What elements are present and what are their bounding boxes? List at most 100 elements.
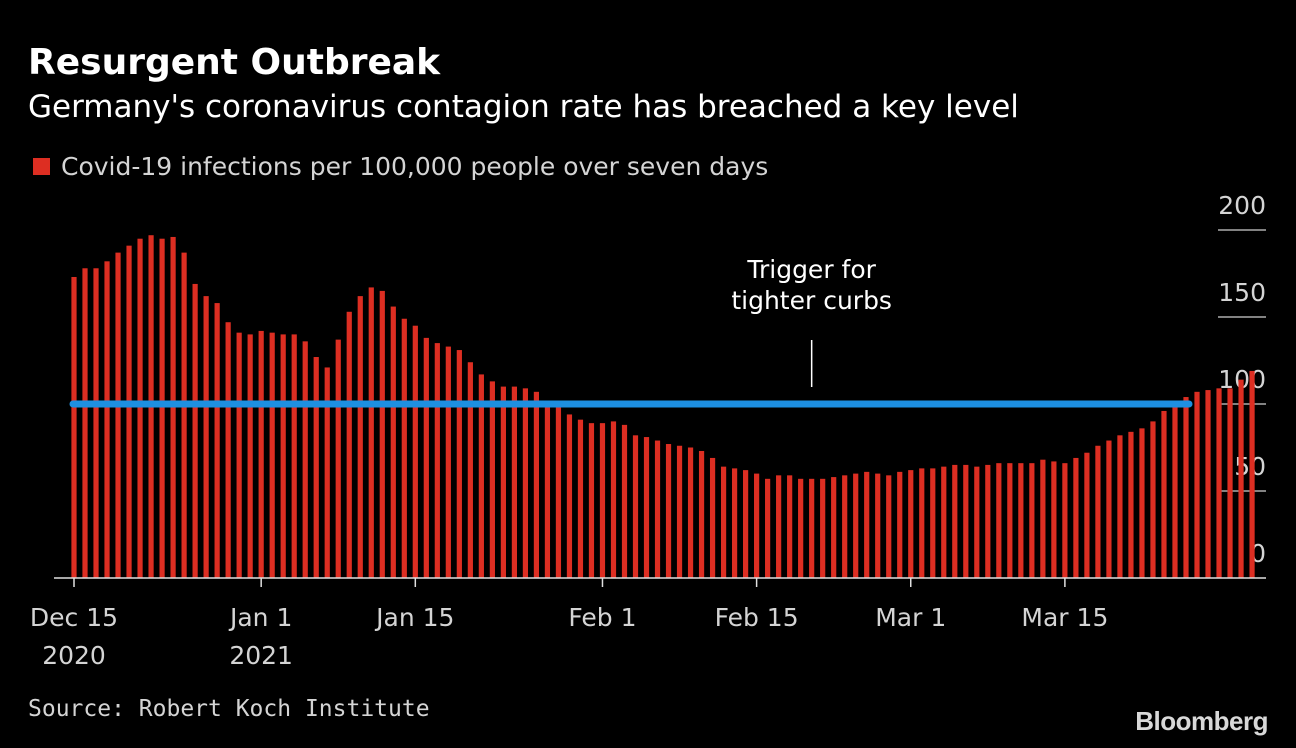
legend-swatch xyxy=(33,158,50,175)
annotation-text-line1: Trigger for xyxy=(746,255,876,284)
bar xyxy=(511,386,517,578)
bar xyxy=(445,346,451,578)
bar xyxy=(522,388,529,578)
bar xyxy=(104,261,110,578)
bar xyxy=(941,466,947,578)
bar xyxy=(654,440,661,578)
bar xyxy=(963,464,969,578)
bar xyxy=(1150,421,1156,578)
bar xyxy=(996,463,1002,578)
bar xyxy=(1117,435,1123,578)
bar xyxy=(776,475,782,578)
bar xyxy=(181,252,187,578)
bar xyxy=(599,423,606,578)
y-tick-label: 150 xyxy=(1218,278,1266,307)
bar xyxy=(555,407,562,578)
bar xyxy=(291,334,297,578)
bar xyxy=(214,303,220,578)
bar xyxy=(489,381,495,578)
bar xyxy=(1183,397,1189,578)
bar xyxy=(864,471,870,578)
bar xyxy=(919,468,925,578)
bar xyxy=(412,325,418,578)
bar xyxy=(126,245,132,578)
bar xyxy=(842,475,848,578)
bar xyxy=(434,343,440,578)
bar xyxy=(1172,404,1178,578)
bar xyxy=(853,473,859,578)
bar xyxy=(192,283,198,578)
bloomberg-logo: Bloomberg xyxy=(1135,706,1268,736)
bar xyxy=(423,337,429,578)
x-axis: Dec 15 2020 Jan 1 2021 Jan 15 Feb 1 Feb 15 Mar … xyxy=(30,577,1266,670)
threshold-group: Trigger for tighter curbs xyxy=(69,255,1193,408)
bar xyxy=(544,404,551,578)
bar xyxy=(115,252,121,578)
bar xyxy=(533,391,540,578)
bar xyxy=(302,341,308,578)
bar xyxy=(159,238,165,578)
bar xyxy=(831,477,837,578)
bar xyxy=(676,445,683,578)
bar xyxy=(401,318,407,578)
bar xyxy=(357,296,363,578)
bar xyxy=(897,471,903,578)
bar xyxy=(335,339,341,578)
bar xyxy=(280,334,286,578)
bar xyxy=(610,421,617,578)
bar xyxy=(1139,428,1145,578)
bar xyxy=(985,464,991,578)
bar xyxy=(137,238,143,578)
bar xyxy=(1128,431,1134,578)
bar xyxy=(1029,463,1035,578)
bar xyxy=(1051,461,1057,578)
bar xyxy=(709,457,716,578)
bar xyxy=(1095,445,1101,578)
bar xyxy=(379,290,385,578)
x-tick-sublabel: 2021 xyxy=(229,641,293,670)
bar xyxy=(820,478,826,578)
bar xyxy=(1062,463,1068,578)
bar xyxy=(1249,370,1255,578)
bar xyxy=(1161,410,1167,578)
bar xyxy=(236,332,242,578)
annotation-text-line2: tighter curbs xyxy=(731,286,892,315)
bar xyxy=(93,268,99,578)
bar xyxy=(269,332,275,578)
bar xyxy=(908,470,914,578)
bar xyxy=(346,311,352,578)
bar xyxy=(731,468,738,578)
bar xyxy=(1106,440,1112,578)
bars xyxy=(71,235,1255,578)
x-tick-label: Jan 1 xyxy=(228,603,292,632)
x-tick-label: Feb 15 xyxy=(715,603,799,632)
bar xyxy=(1216,388,1222,578)
bar xyxy=(588,423,595,578)
bar xyxy=(952,464,958,578)
bar xyxy=(1073,457,1079,578)
bar xyxy=(1194,391,1200,578)
bar xyxy=(765,478,771,578)
y-tick-label: 200 xyxy=(1218,191,1266,220)
source-note: Source: Robert Koch Institute xyxy=(28,696,430,722)
bar xyxy=(324,367,330,578)
chart-title: Resurgent Outbreak xyxy=(28,42,441,83)
bar xyxy=(1084,452,1090,578)
bar xyxy=(1238,379,1244,578)
bar xyxy=(875,473,881,578)
legend: Covid-19 infections per 100,000 people o… xyxy=(33,152,768,181)
bar xyxy=(698,450,705,578)
bar xyxy=(566,414,573,578)
bar xyxy=(577,419,584,578)
chart-subtitle: Germany's coronavirus contagion rate has… xyxy=(28,89,1019,125)
bar xyxy=(500,386,506,578)
bar xyxy=(974,466,980,578)
bar xyxy=(258,330,264,578)
x-tick-label: Feb 1 xyxy=(568,603,636,632)
bar xyxy=(754,473,760,578)
x-tick-label: Mar 15 xyxy=(1021,603,1108,632)
bar xyxy=(1007,463,1013,578)
bar xyxy=(798,478,804,578)
bar xyxy=(478,374,484,578)
bar xyxy=(313,357,319,578)
